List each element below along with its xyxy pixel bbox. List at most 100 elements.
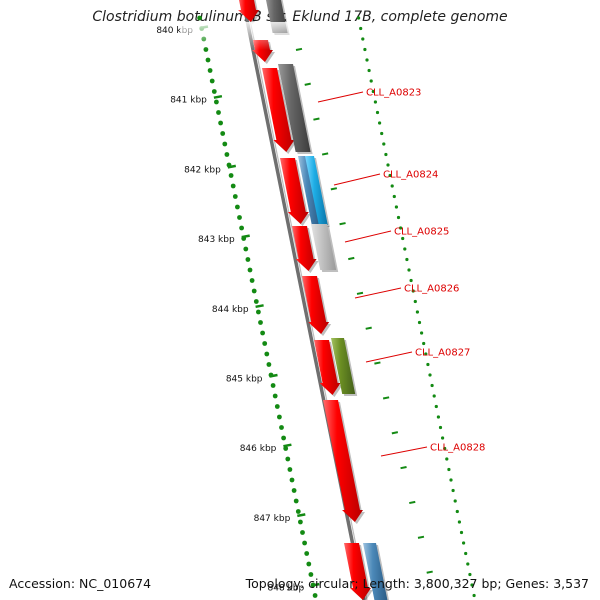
ring-dot: [434, 404, 438, 409]
ring-dot: [443, 446, 447, 451]
ring-dot: [455, 509, 459, 514]
outer-tick-mark: [356, 291, 364, 295]
ring-dot: [441, 436, 445, 440]
ring-dot: [371, 89, 375, 94]
feature-gray-dark: [278, 64, 311, 152]
ring-dot: [396, 215, 401, 220]
ring-dot: [277, 414, 282, 420]
scale-tick-mark: [297, 513, 306, 518]
ring-dot: [401, 236, 405, 241]
outer-tick-mark: [382, 396, 390, 400]
ring-dot: [264, 351, 270, 357]
map-title: Clostridium botulinum B str. Eklund 17B,…: [92, 9, 508, 25]
ring-dot: [283, 446, 289, 451]
scale-tick-label: 847 kbp: [254, 514, 291, 524]
ring-dot: [375, 110, 380, 115]
ring-dot: [399, 226, 403, 230]
cds-arrow: [292, 226, 317, 271]
outer-tick-mark: [330, 187, 338, 191]
ring-dot: [457, 520, 461, 524]
feature-olive: [331, 338, 356, 394]
cds-arrow: [262, 68, 295, 152]
outer-tick-mark: [409, 500, 416, 505]
ring-dot: [413, 299, 417, 304]
ring-dot: [308, 572, 314, 577]
ring-dot: [274, 404, 280, 409]
ring-dot: [394, 205, 398, 209]
scale-tick-label: 845 kbp: [226, 375, 263, 385]
ring-dot: [361, 37, 365, 41]
ring-dot: [293, 498, 299, 504]
ring-dot: [216, 110, 221, 115]
ring-dot: [245, 257, 251, 262]
ring-dot: [459, 530, 464, 535]
ring-dot: [436, 415, 440, 419]
ring-dot: [470, 583, 474, 587]
cds-arrow: [280, 158, 309, 224]
scale-tick-mark: [310, 582, 320, 587]
ring-dot: [417, 320, 422, 325]
ring-dot: [281, 435, 286, 441]
ring-dot: [384, 152, 388, 157]
ring-dot: [249, 278, 255, 283]
gene-label[interactable]: CLL_A0826: [404, 284, 459, 295]
gene-label-leader: [380, 446, 428, 457]
ring-dot: [449, 478, 453, 482]
ring-dot: [472, 593, 476, 598]
ring-dot: [214, 99, 219, 105]
scale-tick-label: 840 kbp: [156, 26, 193, 36]
ring-dot: [270, 383, 276, 388]
ring-dot: [409, 278, 413, 283]
gene-label-leader: [365, 351, 413, 363]
ring-dot: [438, 425, 443, 430]
ring-dot: [357, 16, 361, 20]
scale-tick-label: 842 kbp: [184, 165, 221, 175]
gene-label[interactable]: CLL_A0828: [430, 443, 485, 454]
feature-blue: [305, 156, 328, 225]
outer-tick-mark: [391, 431, 399, 435]
ring-dot: [243, 246, 249, 252]
scale-tick-label: 843 kbp: [198, 235, 235, 245]
scale-ticks: 840 kbp 841 kbp 842 kbp 843 kbp 844 kbp 845 k…: [156, 25, 433, 594]
ring-dot: [426, 362, 430, 367]
ring-dot: [430, 383, 434, 388]
ring-dot: [369, 79, 373, 83]
ring-dot: [380, 131, 384, 136]
ring-dot: [211, 89, 217, 94]
ring-dot: [445, 457, 449, 461]
ring-dot: [453, 499, 457, 503]
ring-dot: [378, 121, 382, 125]
scale-tick-label: 841 kbp: [170, 96, 207, 106]
ring-dot: [218, 120, 224, 126]
gene-label[interactable]: CLL_A0824: [383, 170, 438, 181]
gene-label[interactable]: CLL_A0825: [394, 227, 449, 238]
gene-label[interactable]: CLL_A0827: [415, 348, 470, 359]
ring-dot: [289, 477, 295, 483]
outer-tick-mark: [374, 361, 381, 365]
scale-tick-mark: [227, 164, 237, 169]
ring-dot: [405, 257, 409, 262]
ring-dot: [302, 540, 307, 546]
outer-tick-mark: [339, 222, 346, 226]
ring-dot: [260, 330, 265, 336]
ring-dot: [464, 551, 468, 556]
feature-gray-light: [311, 224, 337, 270]
ring-dot: [228, 173, 234, 178]
ring-dot: [285, 456, 291, 462]
ring-dot: [388, 173, 392, 178]
cds-arrow: [238, 0, 259, 22]
ring-dot: [466, 562, 470, 566]
ring-dot: [432, 394, 436, 398]
ring-dot: [428, 373, 432, 377]
outer-tick-mark: [304, 82, 311, 86]
feature-steel-blue: [298, 156, 320, 225]
gene-label[interactable]: CLL_A0823: [366, 88, 421, 99]
ring-dot: [447, 467, 451, 472]
gene-label-leader: [344, 230, 392, 243]
ring-dot: [359, 26, 363, 31]
ring-dot: [209, 78, 215, 84]
outer-tick-mark: [365, 326, 372, 330]
ring-dot: [220, 131, 226, 136]
outer-tick-mark: [313, 117, 320, 121]
